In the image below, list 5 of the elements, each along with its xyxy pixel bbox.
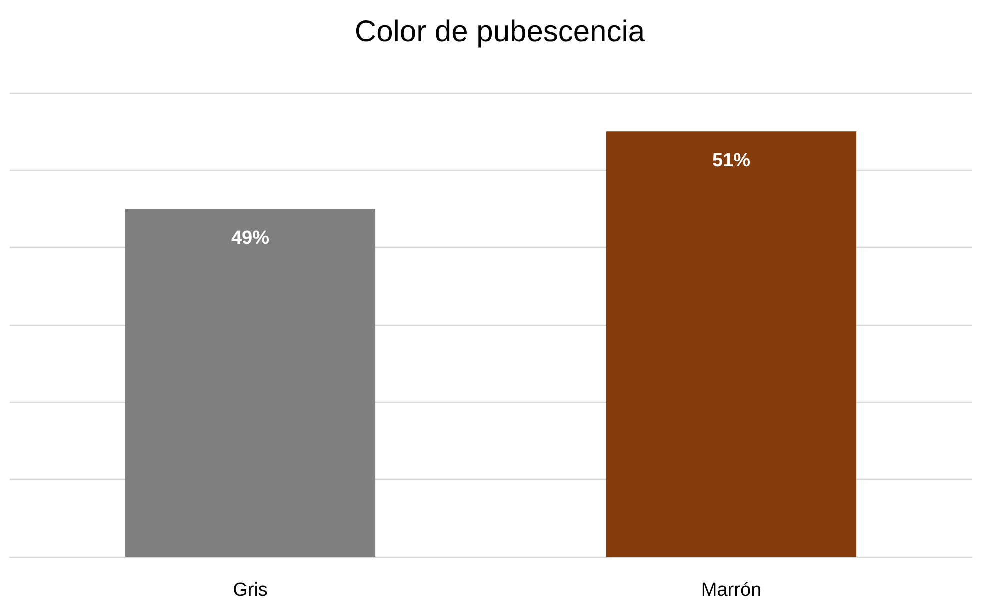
data-label: 51% [712,150,751,172]
data-label: 49% [231,228,270,249]
chart-title: Color de pubescencia [354,16,646,48]
x-tick-label: Marrón [701,580,762,601]
x-tick-label: Gris [233,580,268,601]
